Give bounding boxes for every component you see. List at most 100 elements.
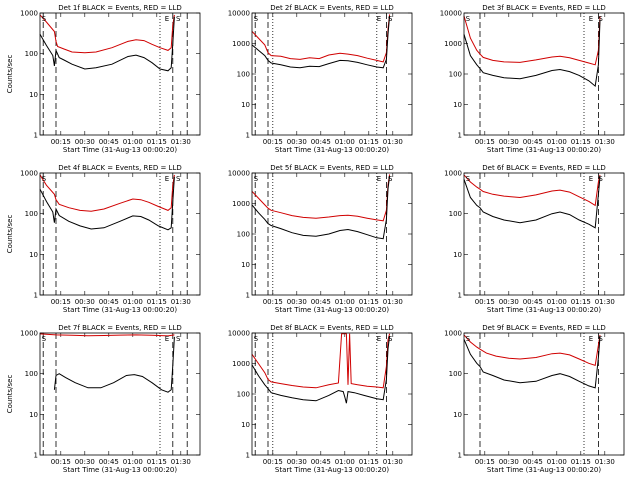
events-series-line [251,15,391,69]
y-tick-label: 1 [246,292,250,300]
y-tick-label: 1000 [232,360,250,368]
annotation-label: S [176,335,181,343]
panel-title: Det 8f BLACK = Events, RED = LLD [270,324,393,332]
x-tick-label: 01:30 [595,138,615,146]
y-tick-label: 10 [453,101,462,109]
plot-frame [251,12,413,136]
x-tick-label: 00:45 [99,138,119,146]
events-series-line [53,336,175,393]
x-tick-label: 01:15 [359,458,379,466]
y-tick-label: 10000 [228,170,250,178]
x-tick-label: 01:15 [147,138,167,146]
x-axis-label: Start Time (31-Aug-13 00:00:20) [487,146,601,154]
x-tick-label: 00:15 [51,138,71,146]
annotation-label: S [388,175,393,183]
plot-frame [251,332,413,456]
x-tick-label: 00:15 [263,138,283,146]
x-tick-label: 01:00 [335,458,355,466]
y-tick-label: 10 [241,421,250,429]
x-axis-label: Start Time (31-Aug-13 00:00:20) [275,466,389,474]
annotation-label: E [377,335,381,343]
y-tick-label: 1000 [20,170,38,178]
x-tick-label: 00:45 [311,298,331,306]
panel-3: Det 3f BLACK = Events, RED = LLD 1 10 100 10… [440,4,625,154]
y-tick-label: 100 [237,71,250,79]
x-tick-label: 00:30 [75,298,95,306]
panel-4: Det 4f BLACK = Events, RED = LLD Counts/s… [6,164,201,314]
events-series-line [463,176,601,229]
y-tick-label: 10 [29,251,38,259]
y-tick-label: 1 [246,452,250,460]
y-tick-label: 1000 [232,40,250,48]
annotation-label: E [165,15,169,23]
annotation-label: E [589,15,593,23]
x-tick-label: 01:30 [383,138,403,146]
panel-9: Det 9f BLACK = Events, RED = LLD 1 10 100 10… [444,324,625,474]
y-tick-label: 100 [25,370,38,378]
y-tick-label: 1000 [444,40,462,48]
panel-6: Det 6f BLACK = Events, RED = LLD 1 10 100 10… [444,164,625,314]
plot-frame [39,12,201,136]
lld-series-line [463,334,601,367]
x-tick-label: 00:45 [99,458,119,466]
plot-frame [251,172,413,296]
y-axis-label: Counts/sec [6,375,14,414]
plot-frame [463,332,625,456]
x-tick-label: 01:15 [147,298,167,306]
annotation-label: S [598,15,603,23]
x-tick-label: 00:30 [287,138,307,146]
x-tick-label: 00:15 [475,298,495,306]
events-series-line [251,335,391,404]
annotation-label: S [176,175,181,183]
y-tick-label: 10 [453,411,462,419]
events-series-line [39,16,175,72]
x-tick-label: 01:15 [571,138,591,146]
plot-frame [463,172,625,296]
y-tick-label: 10 [241,101,250,109]
x-tick-label: 00:45 [523,458,543,466]
x-tick-label: 00:15 [51,458,71,466]
x-tick-label: 01:30 [595,458,615,466]
y-axis-label: Counts/sec [6,55,14,94]
x-axis-label: Start Time (31-Aug-13 00:00:20) [487,306,601,314]
events-series-line [251,175,391,240]
x-tick-label: 00:45 [523,138,543,146]
y-tick-label: 1 [246,132,250,140]
x-tick-label: 00:15 [263,458,283,466]
x-axis-label: Start Time (31-Aug-13 00:00:20) [63,306,177,314]
panel-1: Det 1f BLACK = Events, RED = LLD Counts/s… [6,4,201,154]
annotation-label: S [42,175,47,183]
y-tick-label: 10 [29,411,38,419]
x-tick-label: 01:00 [547,138,567,146]
y-tick-label: 10000 [228,10,250,18]
lld-series-line [39,174,175,212]
panel-title: Det 5f BLACK = Events, RED = LLD [270,164,393,172]
events-series-line [39,176,175,231]
x-tick-label: 01:30 [595,298,615,306]
annotation-label: E [377,15,381,23]
y-tick-label: 100 [449,210,462,218]
events-series-line [463,336,601,389]
x-tick-label: 01:00 [547,298,567,306]
x-axis-label: Start Time (31-Aug-13 00:00:20) [275,146,389,154]
events-series-line [463,19,601,88]
x-tick-label: 00:30 [499,298,519,306]
x-axis-label: Start Time (31-Aug-13 00:00:20) [487,466,601,474]
y-tick-label: 1000 [20,330,38,338]
annotation-label: S [598,175,603,183]
y-tick-label: 10 [241,261,250,269]
lld-series-line [251,333,391,389]
x-tick-label: 00:45 [99,298,119,306]
x-tick-label: 00:30 [75,458,95,466]
y-tick-label: 100 [449,370,462,378]
x-tick-label: 01:15 [359,138,379,146]
panel-7: Det 7f BLACK = Events, RED = LLD Counts/s… [6,324,201,474]
y-tick-label: 1 [34,132,38,140]
x-tick-label: 00:15 [263,298,283,306]
lld-series-line [39,14,175,54]
panel-5: Det 5f BLACK = Events, RED = LLD 1 10 100 10… [228,164,413,314]
y-tick-label: 1000 [444,170,462,178]
x-tick-label: 01:00 [123,298,143,306]
annotation-label: S [42,15,47,23]
y-tick-label: 100 [237,231,250,239]
